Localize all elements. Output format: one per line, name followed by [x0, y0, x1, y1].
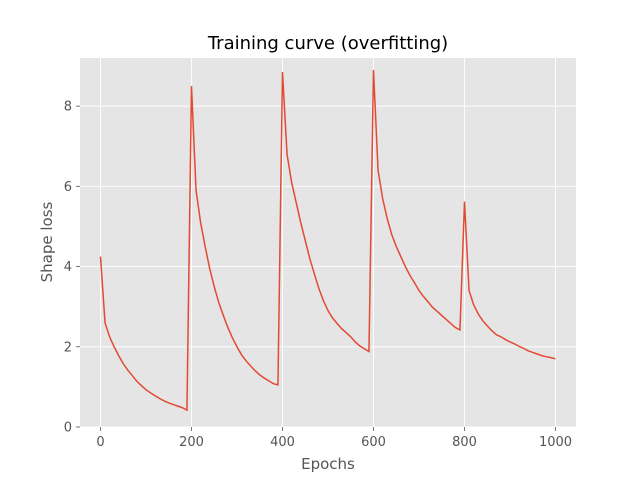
x-axis-label: Epochs: [301, 455, 355, 473]
y-tick-label: 2: [64, 340, 72, 355]
y-tick-label: 8: [64, 100, 72, 115]
x-tick-label: 1000: [539, 435, 572, 450]
series-line: [99, 69, 556, 412]
x-tick-label: 600: [361, 435, 386, 450]
y-tick-label: 0: [64, 421, 72, 436]
plot-area: [80, 58, 576, 427]
axis-ticks: 0 200 400 600 800 1000 0 2 4 6 8: [64, 100, 572, 450]
y-axis-label: Shape loss: [38, 201, 56, 282]
x-tick-label: 800: [452, 435, 477, 450]
x-tick-label: 0: [96, 435, 104, 450]
x-tick-label: 400: [270, 435, 295, 450]
x-tick-label: 200: [179, 435, 204, 450]
y-tick-label: 4: [64, 260, 72, 275]
chart-title: Training curve (overfitting): [207, 33, 448, 54]
y-tick-label: 6: [64, 180, 72, 195]
